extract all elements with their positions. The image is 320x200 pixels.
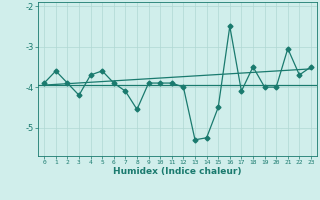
X-axis label: Humidex (Indice chaleur): Humidex (Indice chaleur) bbox=[113, 167, 242, 176]
